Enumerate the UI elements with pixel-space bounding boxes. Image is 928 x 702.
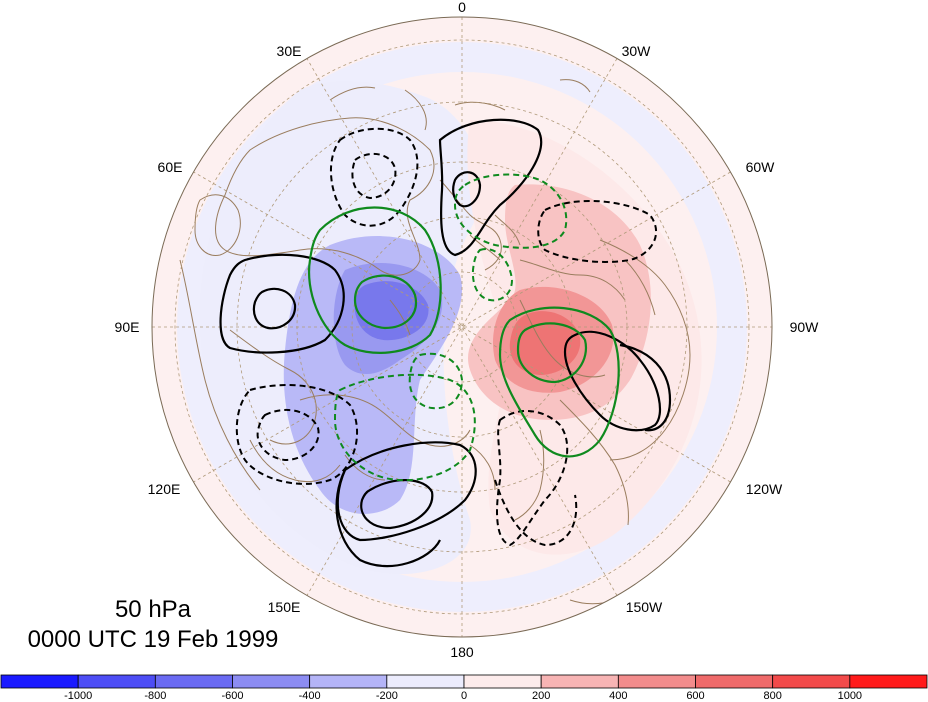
colorbar-swatch [463, 674, 542, 689]
lon-label-120e: 120E [148, 481, 181, 497]
colorbar-swatch [232, 674, 311, 689]
colorbar-tick-label: -600 [221, 690, 243, 702]
colorbar-swatch [849, 674, 928, 689]
lon-label-90e: 90E [115, 319, 140, 335]
pressure-level-title: 50 hPa [115, 596, 192, 623]
colorbar-tick-label: -1000 [64, 690, 92, 702]
map-border [151, 16, 773, 638]
colorbar-tick-label: -400 [299, 690, 321, 702]
colorbar-tick-label: -200 [376, 690, 398, 702]
colorbar-tick-label: 800 [763, 690, 781, 702]
colorbar-swatch [154, 674, 233, 689]
colorbar-tick-label: 1000 [838, 690, 862, 702]
solid-black-contours [219, 118, 672, 568]
lon-label-150e: 150E [268, 599, 301, 615]
colorbar-swatch [386, 674, 465, 689]
datetime-title: 0000 UTC 19 Feb 1999 [28, 626, 279, 653]
longitude-labels: 0 30W 60W 90W 120W 150W 180 150E 120E 90… [115, 0, 820, 660]
colorbar-tick-label: 0 [461, 690, 467, 702]
dashed-green-contours [333, 173, 568, 482]
lon-label-30e: 30E [277, 43, 302, 59]
colorbar-tick-label: 200 [532, 690, 550, 702]
lon-label-30w: 30W [622, 43, 652, 59]
colorbar-tick-label: -800 [144, 690, 166, 702]
lon-label-120w: 120W [746, 481, 783, 497]
solid-green-contours [308, 206, 620, 458]
lon-label-90w: 90W [790, 319, 820, 335]
colorbar-swatch [617, 674, 696, 689]
colorbar-swatch [0, 674, 79, 689]
colorbar-swatch [540, 674, 619, 689]
colorbar: -1000 -800 -600 -400 -200 0 200 400 600 800 1000 [0, 674, 928, 702]
shading-layer [152, 17, 772, 637]
colorbar-tick-label: 600 [686, 690, 704, 702]
lon-label-150w: 150W [626, 599, 663, 615]
lon-label-180: 180 [450, 644, 474, 660]
colorbar-swatch [309, 674, 388, 689]
colorbar-swatch [695, 674, 774, 689]
dashed-black-contours [235, 127, 657, 547]
lon-label-60e: 60E [158, 159, 183, 175]
lon-label-60w: 60W [746, 159, 776, 175]
colorbar-swatch [77, 674, 156, 689]
colorbar-tick-label: 400 [609, 690, 627, 702]
colorbar-swatch [772, 674, 851, 689]
lon-label-0: 0 [458, 0, 466, 15]
